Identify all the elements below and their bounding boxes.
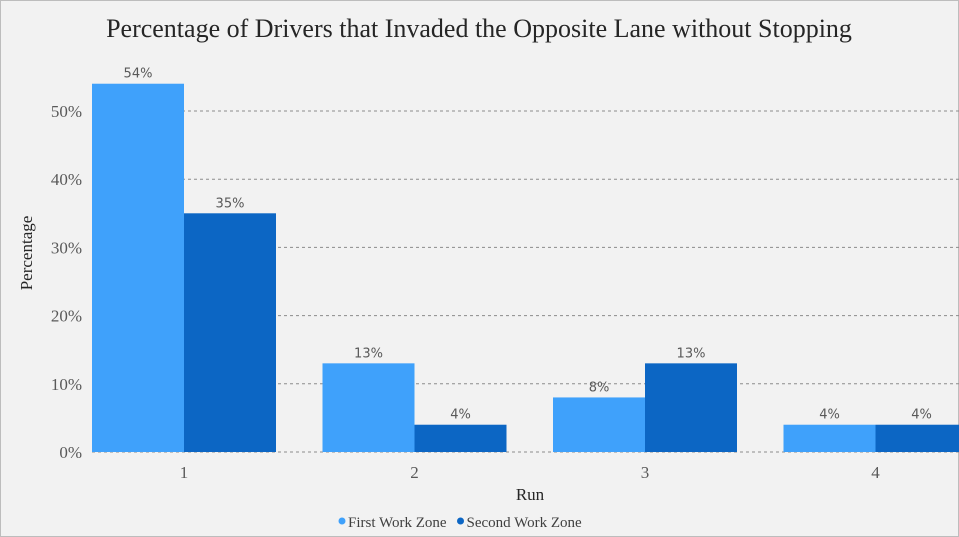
data-label: 13% <box>354 346 383 361</box>
x-tick-label: 3 <box>641 463 650 482</box>
x-tick-label: 2 <box>410 463 419 482</box>
y-tick-label: 50% <box>51 102 82 121</box>
bar <box>184 213 276 452</box>
data-label: 4% <box>450 408 471 423</box>
chart-title: Percentage of Drivers that Invaded the O… <box>106 14 852 43</box>
legend-marker <box>338 517 346 525</box>
data-label: 4% <box>911 408 932 423</box>
x-axis-ticks: 1 2 3 4 <box>180 463 881 482</box>
x-tick-label: 4 <box>871 463 880 482</box>
bar <box>783 424 876 452</box>
data-label: 13% <box>677 346 706 361</box>
y-tick-label: 40% <box>51 170 82 189</box>
data-label: 35% <box>216 196 245 211</box>
bar <box>645 363 737 452</box>
bar <box>414 424 507 452</box>
data-label: 4% <box>819 408 840 423</box>
x-axis-title: Run <box>516 485 545 504</box>
y-axis-title: Percentage <box>17 216 36 291</box>
bars <box>92 83 959 452</box>
legend-marker <box>457 517 465 525</box>
y-tick-label: 10% <box>51 375 82 394</box>
data-labels: 54% 35% 13% 4% 8% 13% 4% 4% <box>124 67 932 423</box>
legend: First Work Zone Second Work Zone <box>338 515 583 531</box>
bar <box>92 83 184 452</box>
legend-label: First Work Zone <box>348 515 447 531</box>
data-label: 8% <box>589 380 610 395</box>
x-tick-label: 1 <box>180 463 189 482</box>
legend-label: Second Work Zone <box>467 515 583 531</box>
y-tick-label: 0% <box>59 443 82 462</box>
bar <box>322 363 415 452</box>
bar <box>553 397 645 452</box>
y-tick-label: 30% <box>51 238 82 257</box>
bar <box>875 424 959 452</box>
data-label: 54% <box>124 67 153 82</box>
y-tick-label: 20% <box>51 307 82 326</box>
y-axis-ticks: 0% 10% 20% 30% 40% 50% <box>51 102 82 462</box>
